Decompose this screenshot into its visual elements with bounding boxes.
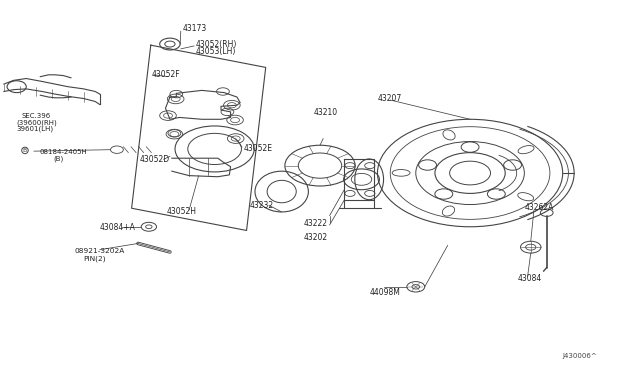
Text: J430006^: J430006^ [563,353,597,359]
Text: (B): (B) [53,155,63,162]
Text: 43173: 43173 [182,24,207,33]
Text: 08184-2405H: 08184-2405H [39,149,87,155]
Text: 43222: 43222 [304,219,328,228]
Text: 43232: 43232 [250,201,274,210]
Text: 43052(RH): 43052(RH) [195,40,237,49]
Text: 43052D: 43052D [140,155,170,164]
Text: 43052E: 43052E [243,144,273,153]
Text: 43262A: 43262A [524,203,554,212]
Text: 44098M: 44098M [370,288,401,297]
Text: 43202: 43202 [304,233,328,243]
Text: 43084: 43084 [518,274,542,283]
Text: 43207: 43207 [378,94,402,103]
Text: (39600(RH): (39600(RH) [17,119,58,125]
Text: 43053(LH): 43053(LH) [195,47,236,56]
Text: SEC.396: SEC.396 [21,113,51,119]
Text: B: B [23,148,27,153]
Text: 43052F: 43052F [152,70,180,78]
Text: 43210: 43210 [314,108,338,117]
Text: 08921-3202A: 08921-3202A [74,248,124,254]
Text: 39601(LH): 39601(LH) [17,126,54,132]
Text: PIN(2): PIN(2) [84,255,106,262]
Text: 43052H: 43052H [167,207,196,216]
Text: 43084+A: 43084+A [100,223,136,232]
